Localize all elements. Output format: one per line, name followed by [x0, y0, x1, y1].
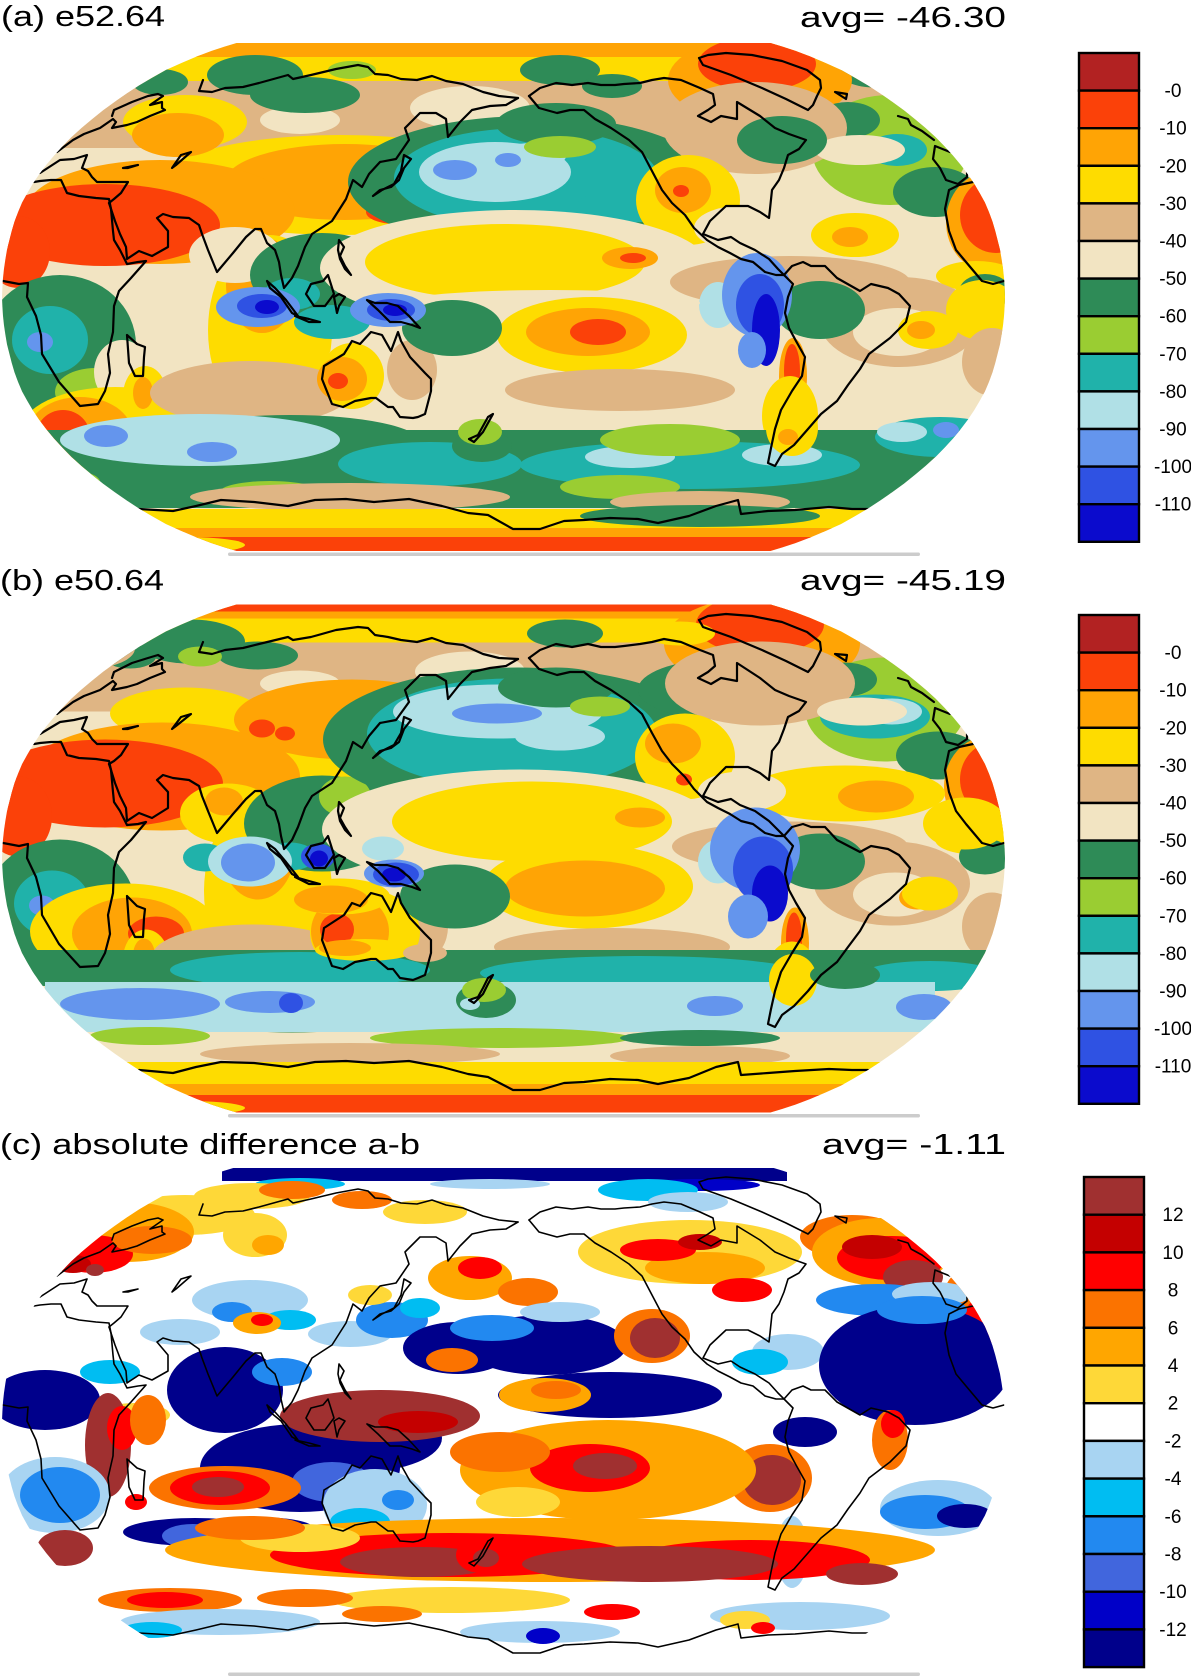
svg-text:-50: -50 [1159, 269, 1186, 290]
svg-text:-80: -80 [1159, 944, 1186, 965]
svg-text:-8: -8 [1165, 1545, 1182, 1566]
svg-text:-20: -20 [1159, 156, 1186, 177]
svg-text:-110: -110 [1155, 495, 1191, 516]
svg-text:-30: -30 [1159, 756, 1186, 777]
svg-text:-60: -60 [1159, 869, 1186, 890]
svg-text:10: 10 [1162, 1243, 1183, 1264]
svg-text:8: 8 [1168, 1281, 1179, 1302]
svg-text:avg= -46.30: avg= -46.30 [800, 2, 1006, 34]
svg-text:(c) absolute difference a-b: (c) absolute difference a-b [0, 1129, 420, 1161]
svg-text:2: 2 [1168, 1394, 1179, 1415]
svg-text:-100: -100 [1154, 457, 1191, 478]
svg-text:12: 12 [1162, 1205, 1183, 1226]
svg-text:-40: -40 [1159, 794, 1186, 815]
svg-text:-60: -60 [1159, 307, 1186, 328]
svg-text:(a) e52.64: (a) e52.64 [1, 1, 165, 33]
svg-text:-20: -20 [1159, 718, 1186, 739]
svg-text:-4: -4 [1165, 1469, 1182, 1490]
svg-text:-90: -90 [1159, 420, 1186, 441]
svg-text:-0: -0 [1165, 81, 1182, 102]
svg-text:-110: -110 [1155, 1057, 1191, 1078]
svg-text:-70: -70 [1159, 344, 1186, 365]
svg-text:-12: -12 [1159, 1620, 1186, 1641]
svg-text:-10: -10 [1159, 681, 1186, 702]
svg-text:-70: -70 [1159, 906, 1186, 927]
svg-text:-90: -90 [1159, 982, 1186, 1003]
svg-text:avg= -45.19: avg= -45.19 [800, 565, 1006, 597]
svg-text:-2: -2 [1165, 1431, 1182, 1452]
svg-text:-80: -80 [1159, 382, 1186, 403]
svg-text:-30: -30 [1159, 194, 1186, 215]
svg-text:-40: -40 [1159, 232, 1186, 253]
svg-text:(b) e50.64: (b) e50.64 [0, 565, 164, 597]
svg-text:-10: -10 [1159, 119, 1186, 140]
svg-text:6: 6 [1168, 1318, 1179, 1339]
svg-text:-100: -100 [1154, 1019, 1191, 1040]
svg-text:avg= -1.11: avg= -1.11 [822, 1129, 1006, 1161]
svg-text:-0: -0 [1165, 643, 1182, 664]
svg-text:4: 4 [1168, 1356, 1179, 1377]
svg-text:-50: -50 [1159, 831, 1186, 852]
svg-text:-10: -10 [1159, 1582, 1186, 1603]
svg-text:-6: -6 [1165, 1507, 1182, 1528]
